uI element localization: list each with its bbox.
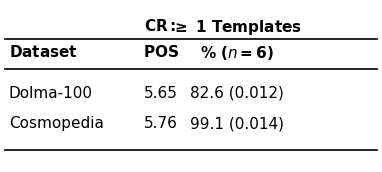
Text: Cosmopedia: Cosmopedia bbox=[9, 116, 104, 131]
Text: $\mathbf{CR:}$: $\mathbf{CR:}$ bbox=[144, 18, 177, 34]
Text: $\mathbf{\%}$ $\mathbf{(}$$\mathit{n}$$\mathbf{= 6)}$: $\mathbf{\%}$ $\mathbf{(}$$\mathit{n}$$\… bbox=[200, 44, 274, 62]
Text: $\mathbf{\geq}$ $\mathbf{1}$ $\mathbf{Templates}$: $\mathbf{\geq}$ $\mathbf{1}$ $\mathbf{Te… bbox=[172, 18, 301, 37]
Text: Dolma-100: Dolma-100 bbox=[9, 86, 93, 101]
Text: 5.65: 5.65 bbox=[144, 86, 178, 101]
Text: $\mathbf{POS}$: $\mathbf{POS}$ bbox=[142, 44, 179, 60]
Text: $\mathbf{Dataset}$: $\mathbf{Dataset}$ bbox=[9, 44, 78, 60]
Text: 5.76: 5.76 bbox=[144, 116, 178, 131]
Text: 82.6 (0.012): 82.6 (0.012) bbox=[189, 86, 283, 101]
Text: 99.1 (0.014): 99.1 (0.014) bbox=[189, 116, 283, 131]
